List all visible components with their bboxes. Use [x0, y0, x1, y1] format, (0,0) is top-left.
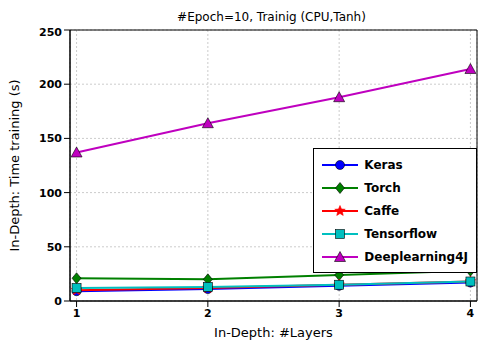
svg-text:100: 100	[39, 187, 62, 200]
svg-text:4: 4	[467, 307, 475, 320]
svg-text:In-Depth: #Layers: In-Depth: #Layers	[214, 325, 333, 340]
html-text:Deeplearning4J: Deeplearning4J	[364, 249, 468, 264]
svg-text:3: 3	[335, 307, 343, 320]
html-text:Tensorflow: Tensorflow	[364, 226, 438, 241]
svg-text:200: 200	[39, 78, 62, 91]
svg-text:1: 1	[73, 307, 81, 320]
svg-text:In-Depth: Time training (s): In-Depth: Time training (s)	[8, 79, 22, 251]
html-text:Keras: Keras	[364, 157, 403, 172]
html-text:#Epoch=10, Trainig (CPU,Tanh): #Epoch=10, Trainig (CPU,Tanh)	[177, 10, 366, 24]
html-text:Torch: Torch	[364, 180, 401, 195]
svg-text:250: 250	[39, 26, 62, 39]
svg-text:2: 2	[204, 307, 212, 320]
svg-text:0: 0	[54, 295, 62, 308]
svg-text:50: 50	[47, 241, 63, 254]
svg-text:150: 150	[39, 132, 62, 145]
html-text:Caffe: Caffe	[364, 203, 400, 218]
